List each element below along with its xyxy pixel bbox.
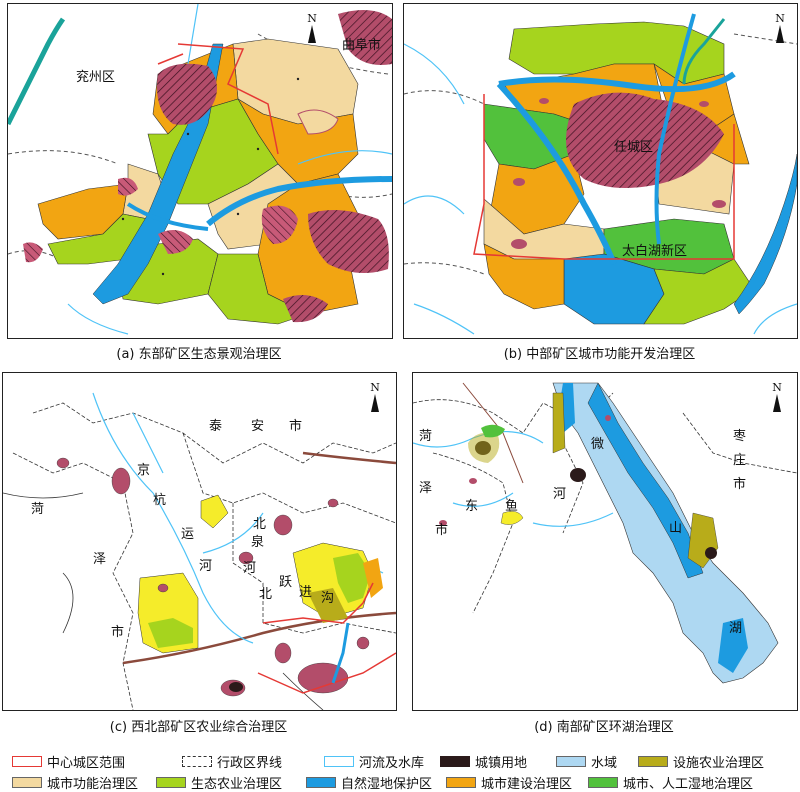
legend-label: 生态农业治理区 (191, 777, 283, 792)
label-d-shi: 市 (435, 523, 449, 538)
construction-swatch-icon (446, 777, 476, 788)
legend-label: 中心城区范围 (47, 756, 126, 771)
north-arrow-icon: N (769, 381, 785, 412)
label-c-jin: 进 (299, 585, 313, 600)
legend-item-admin-boundary: 行政区界线 (182, 752, 282, 771)
legend-label: 设施农业治理区 (673, 756, 765, 771)
label-c-he: 菏 (31, 502, 45, 517)
label-d-hu: 湖 (729, 621, 743, 636)
legend-item-function: 城市功能治理区 (12, 773, 138, 792)
legend-item-center-boundary: 中心城区范围 (12, 752, 125, 771)
label-c-an: 安 (251, 419, 265, 434)
label-d-he2: 河 (553, 487, 567, 502)
label-rencheng: 任城区 (614, 140, 654, 155)
cyan-outline-icon (324, 756, 354, 767)
caption-panel-c: (c) 西北部矿区农业综合治理区 (109, 720, 288, 735)
map-panel-south: 菏 泽 市 东 鱼 河 微 山 湖 枣 庄 市 N (412, 372, 798, 711)
legend-item-urban: 城镇用地 (440, 752, 527, 771)
north-arrow-icon: N (304, 12, 320, 43)
water-swatch-icon (556, 756, 586, 767)
eco-swatch-icon (156, 777, 186, 788)
label-c-hang: 杭 (153, 493, 167, 508)
map-south-svg (413, 382, 797, 684)
north-arrow-icon: N (367, 381, 383, 412)
red-outline-icon (12, 756, 42, 767)
legend-label: 河流及水库 (359, 756, 425, 771)
label-c-tai: 泰 (209, 419, 223, 434)
legend-item-construction: 城市建设治理区 (446, 773, 572, 792)
caption-panel-a: (a) 东部矿区生态景观治理区 (116, 347, 282, 362)
label-c-he2: 河 (199, 559, 213, 574)
north-label: N (370, 381, 380, 394)
label-c-gou: 沟 (321, 591, 335, 606)
facility-swatch-icon (638, 756, 668, 767)
legend-label: 城镇用地 (475, 756, 528, 771)
legend-item-water: 水域 (556, 752, 617, 771)
label-c-yue: 跃 (279, 575, 293, 590)
north-label: N (775, 12, 785, 25)
wetland-swatch-icon (306, 777, 336, 788)
caption-panel-d: (d) 南部矿区环湖治理区 (534, 720, 674, 735)
legend-label: 行政区界线 (217, 756, 283, 771)
legend-item-facility: 设施农业治理区 (638, 752, 764, 771)
map-panel-northwest: 泰 安 市 菏 泽 市 京 杭 运 河 北 泉 河 北 跃 进 沟 N (2, 372, 397, 711)
north-label: N (307, 12, 317, 25)
map-panel-central: 任城区 太白湖新区 N (403, 3, 798, 339)
legend-label: 自然湿地保护区 (341, 777, 433, 792)
label-d-yu: 鱼 (505, 499, 519, 514)
north-label: N (772, 381, 782, 394)
legend-label: 水域 (591, 756, 618, 771)
label-qufu: 曲阜市 (342, 38, 382, 53)
label-c-yun: 运 (181, 527, 195, 542)
legend-item-artificial: 城市、人工湿地治理区 (588, 773, 753, 792)
label-d-wei: 微 (591, 437, 605, 452)
label-d-shi2: 市 (733, 477, 747, 492)
map-east-svg (8, 4, 392, 335)
label-c-quan: 泉 (251, 535, 265, 550)
legend-label: 城市功能治理区 (47, 777, 139, 792)
map-panel-east: 兖州区 曲阜市 N (7, 3, 393, 339)
map-northwest-svg (3, 392, 396, 710)
label-c-shi: 市 (289, 419, 303, 434)
label-c-ze: 泽 (93, 552, 107, 567)
north-arrow-icon: N (772, 12, 788, 43)
label-c-bei2: 北 (259, 587, 273, 602)
legend-item-eco: 生态农业治理区 (156, 773, 282, 792)
label-d-ze: 泽 (419, 481, 433, 496)
legend-item-wetland: 自然湿地保护区 (306, 773, 432, 792)
map-central-svg (404, 13, 797, 335)
label-c-jing: 京 (137, 463, 151, 478)
label-d-zhuang: 庄 (733, 453, 747, 468)
label-c-shi2: 市 (111, 625, 125, 640)
urban-swatch-icon (440, 756, 470, 767)
label-yanzhou: 兖州区 (76, 70, 116, 85)
function-swatch-icon (12, 777, 42, 788)
label-d-dong: 东 (465, 499, 479, 514)
legend-label: 城市建设治理区 (481, 777, 573, 792)
map-legend: 中心城区范围 行政区界线 河流及水库 城镇用地 水域 设施农业治理区 城市功能治… (0, 748, 800, 792)
label-c-he3: 河 (243, 561, 257, 576)
artificial-swatch-icon (588, 777, 618, 788)
legend-item-river: 河流及水库 (324, 752, 424, 771)
label-d-zao: 枣 (733, 429, 747, 444)
label-d-he: 菏 (419, 429, 433, 444)
label-c-bei: 北 (253, 517, 267, 532)
legend-label: 城市、人工湿地治理区 (623, 777, 754, 792)
label-d-shan: 山 (669, 521, 683, 536)
label-taibaihu: 太白湖新区 (622, 244, 688, 259)
dashed-outline-icon (182, 756, 212, 767)
caption-panel-b: (b) 中部矿区城市功能开发治理区 (503, 347, 696, 362)
